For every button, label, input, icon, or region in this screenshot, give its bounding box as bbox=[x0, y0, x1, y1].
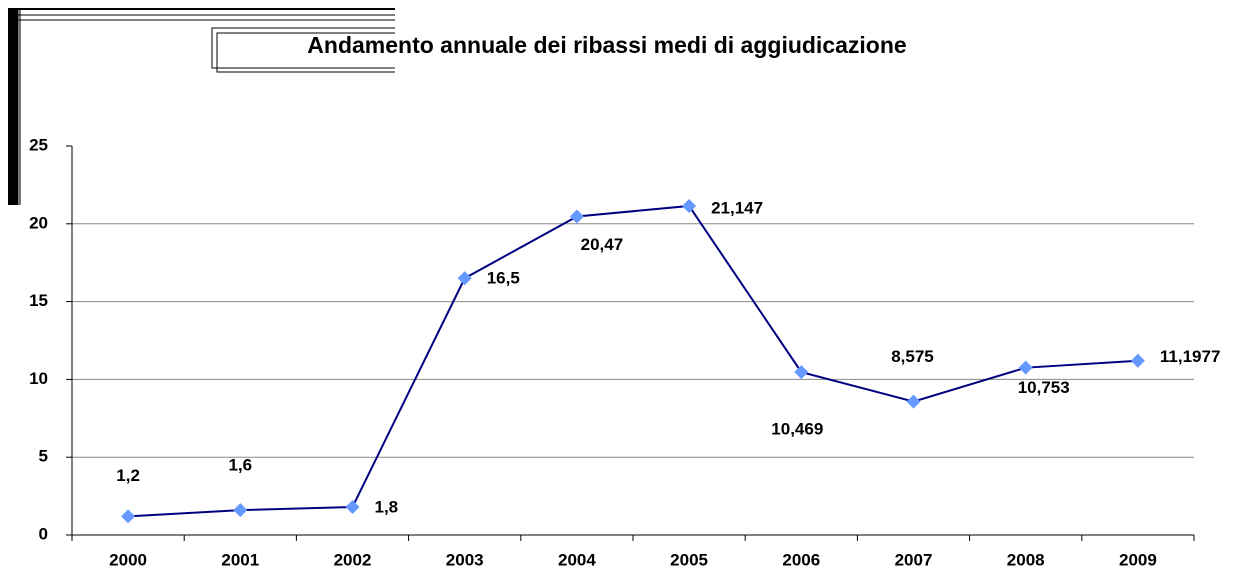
x-tick-label: 2004 bbox=[558, 550, 596, 569]
data-label: 10,753 bbox=[1018, 378, 1070, 397]
y-tick-label: 5 bbox=[39, 447, 48, 466]
y-tick-label: 25 bbox=[29, 135, 48, 154]
data-label: 11,1977 bbox=[1160, 347, 1221, 366]
x-tick-label: 2000 bbox=[109, 550, 147, 569]
title-box bbox=[211, 27, 395, 69]
marker bbox=[457, 271, 472, 286]
marker bbox=[121, 509, 136, 524]
x-tick-label: 2005 bbox=[670, 550, 708, 569]
marker bbox=[345, 499, 360, 514]
marker bbox=[233, 503, 248, 518]
x-tick-label: 2003 bbox=[446, 550, 484, 569]
y-tick-label: 10 bbox=[29, 369, 48, 388]
x-tick-label: 2002 bbox=[334, 550, 372, 569]
data-label: 21,147 bbox=[711, 198, 763, 217]
title-box bbox=[216, 32, 395, 73]
x-tick-label: 2006 bbox=[782, 550, 820, 569]
data-label: 1,6 bbox=[228, 456, 252, 475]
marker bbox=[1130, 353, 1145, 368]
data-label: 8,575 bbox=[891, 347, 934, 366]
x-tick-label: 2008 bbox=[1007, 550, 1045, 569]
frame-decoration bbox=[8, 10, 18, 205]
x-tick-label: 2009 bbox=[1119, 550, 1157, 569]
x-tick-label: 2001 bbox=[221, 550, 259, 569]
data-label: 1,2 bbox=[116, 466, 140, 485]
y-tick-label: 0 bbox=[39, 524, 48, 543]
chart-title: Andamento annuale dei ribassi medi di ag… bbox=[307, 32, 906, 58]
data-label: 1,8 bbox=[375, 497, 399, 516]
frame-decoration bbox=[18, 10, 21, 205]
series-line bbox=[128, 204, 1138, 518]
marker bbox=[569, 209, 584, 224]
marker bbox=[794, 365, 809, 380]
data-label: 20,47 bbox=[581, 235, 624, 254]
marker bbox=[1018, 360, 1033, 375]
marker bbox=[906, 394, 921, 409]
x-tick-label: 2007 bbox=[895, 550, 933, 569]
marker bbox=[682, 198, 697, 213]
y-tick-label: 15 bbox=[29, 291, 48, 310]
data-label: 10,469 bbox=[771, 420, 823, 439]
data-label: 16,5 bbox=[487, 269, 520, 288]
y-tick-label: 20 bbox=[29, 213, 48, 232]
